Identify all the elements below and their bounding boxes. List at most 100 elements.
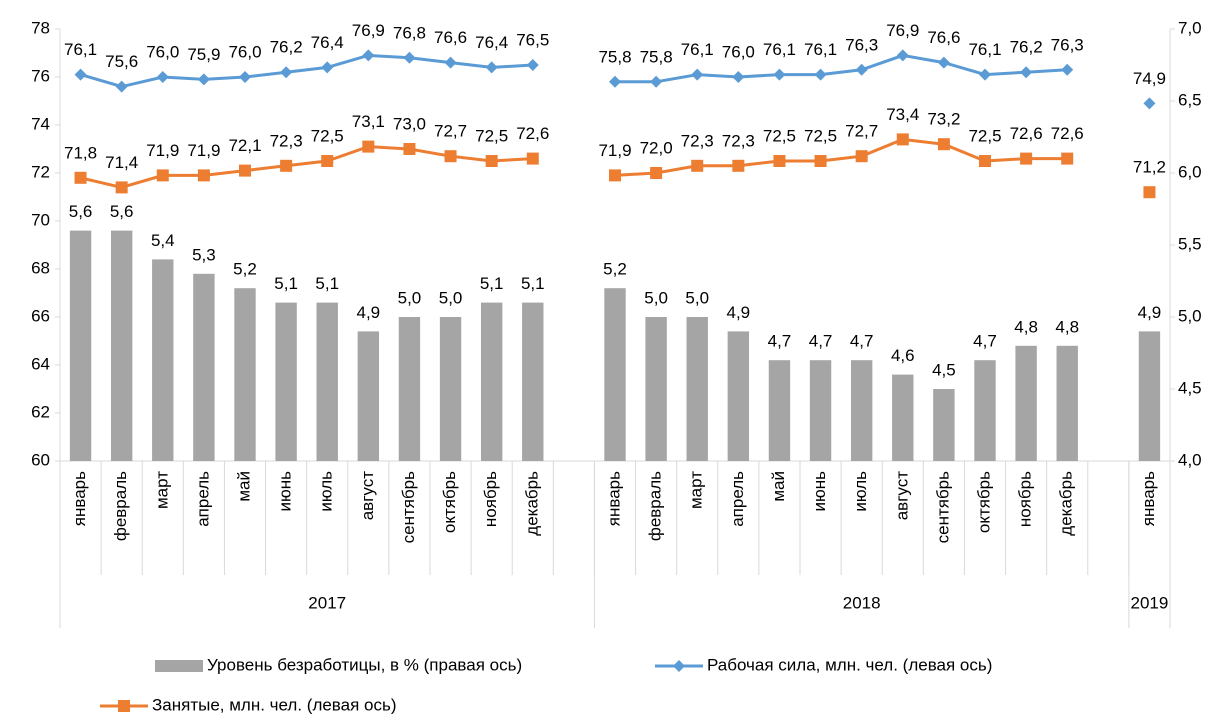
y2-tick-label: 4,5 xyxy=(1178,378,1202,397)
marker xyxy=(1061,152,1074,165)
x-tick-label: февраль xyxy=(646,471,665,541)
line-value-label: 72,1 xyxy=(228,136,261,155)
bar xyxy=(439,317,462,461)
marker xyxy=(526,59,539,71)
marker xyxy=(485,155,498,167)
legend-marker xyxy=(673,660,685,672)
x-tick-label: август xyxy=(892,471,911,520)
y-tick-label: 78 xyxy=(31,18,50,37)
bar-value-label: 5,6 xyxy=(69,202,93,221)
y-tick-label: 64 xyxy=(31,354,50,373)
line-value-label: 74,9 xyxy=(1133,69,1166,88)
line-value-label: 71,8 xyxy=(64,143,97,162)
bar-value-label: 4,7 xyxy=(809,332,833,351)
group-label: 2019 xyxy=(1131,593,1169,612)
bar-value-label: 5,6 xyxy=(110,202,134,221)
bar-value-label: 5,1 xyxy=(274,274,298,293)
y2-tick-label: 4,0 xyxy=(1178,450,1202,469)
line-value-label: 72,0 xyxy=(640,138,673,157)
y-tick-label: 60 xyxy=(31,450,50,469)
bar-value-label: 4,8 xyxy=(1014,317,1038,336)
marker xyxy=(937,138,950,151)
line-value-label: 76,4 xyxy=(311,33,344,52)
bar xyxy=(1015,345,1037,461)
line-value-label: 73,0 xyxy=(393,114,426,133)
legend-label: Рабочая сила, млн. чел. (левая ось) xyxy=(707,655,992,674)
line-value-label: 71,9 xyxy=(598,141,631,160)
line-value-label: 71,2 xyxy=(1133,158,1166,177)
bar-value-label: 4,7 xyxy=(973,332,997,351)
line-value-label: 76,1 xyxy=(763,40,796,59)
bar xyxy=(604,288,626,461)
x-tick-label: октябрь xyxy=(440,471,459,533)
line-value-label: 72,6 xyxy=(1051,124,1084,143)
marker xyxy=(444,56,457,69)
bar xyxy=(1056,345,1078,461)
line-value-label: 71,9 xyxy=(146,141,179,160)
bar xyxy=(933,389,955,461)
bar-value-label: 5,3 xyxy=(192,245,216,264)
bar xyxy=(357,331,380,461)
marker xyxy=(362,49,375,62)
marker xyxy=(115,181,128,194)
bar-value-label: 4,8 xyxy=(1055,317,1079,336)
bar-value-label: 5,2 xyxy=(603,260,627,279)
line-value-label: 72,5 xyxy=(804,126,837,145)
marker xyxy=(403,143,416,155)
marker xyxy=(814,68,827,81)
bar xyxy=(727,331,750,461)
line-value-label: 76,1 xyxy=(681,40,714,59)
x-tick-label: апрель xyxy=(193,471,212,527)
line-value-label: 73,1 xyxy=(352,112,385,131)
bar-value-label: 5,0 xyxy=(398,288,422,307)
bar-value-label: 4,7 xyxy=(850,332,874,351)
line-value-label: 72,3 xyxy=(722,131,755,150)
y-tick-label: 72 xyxy=(31,162,50,181)
y2-tick-label: 5,0 xyxy=(1178,306,1202,325)
bar-value-label: 4,9 xyxy=(357,303,381,322)
line-value-label: 72,5 xyxy=(968,126,1001,145)
x-tick-label: июль xyxy=(851,471,870,512)
line-value-label: 71,9 xyxy=(187,141,220,160)
line-value-label: 76,9 xyxy=(886,21,919,40)
line-value-label: 76,1 xyxy=(64,40,97,59)
marker xyxy=(814,155,827,167)
x-tick-label: июнь xyxy=(276,471,295,512)
line-value-label: 76,8 xyxy=(393,23,426,42)
line-value-label: 76,3 xyxy=(845,35,878,54)
marker xyxy=(773,68,786,81)
marker xyxy=(1020,152,1033,165)
marker xyxy=(979,68,991,81)
legend-swatch xyxy=(155,660,203,672)
y-tick-label: 66 xyxy=(31,306,50,325)
bar xyxy=(809,360,832,461)
line-value-label: 75,9 xyxy=(187,45,220,64)
line-value-label: 76,0 xyxy=(146,42,179,61)
bar-value-label: 4,9 xyxy=(727,303,751,322)
x-tick-label: сентябрь xyxy=(933,471,952,544)
line-value-label: 72,6 xyxy=(516,124,549,143)
line-value-label: 76,1 xyxy=(968,40,1001,59)
bar-value-label: 4,9 xyxy=(1138,303,1162,322)
line-value-label: 76,2 xyxy=(1010,38,1043,57)
marker xyxy=(74,68,87,81)
line-value-label: 72,7 xyxy=(434,122,467,141)
marker xyxy=(156,169,169,182)
bar xyxy=(193,273,215,461)
bar xyxy=(522,302,544,461)
marker xyxy=(609,75,621,88)
bar xyxy=(110,230,133,461)
bar xyxy=(398,317,421,461)
line-value-label: 72,5 xyxy=(311,126,344,145)
marker xyxy=(1143,97,1156,110)
line-value-label: 72,5 xyxy=(763,126,796,145)
line-value-label: 76,3 xyxy=(1051,35,1084,54)
bar xyxy=(480,302,503,461)
marker xyxy=(280,66,293,79)
marker xyxy=(239,164,251,177)
bar-value-label: 5,0 xyxy=(685,288,709,307)
marker xyxy=(362,140,375,153)
line-value-label: 76,9 xyxy=(352,21,385,40)
line-value-label: 75,8 xyxy=(640,47,673,66)
